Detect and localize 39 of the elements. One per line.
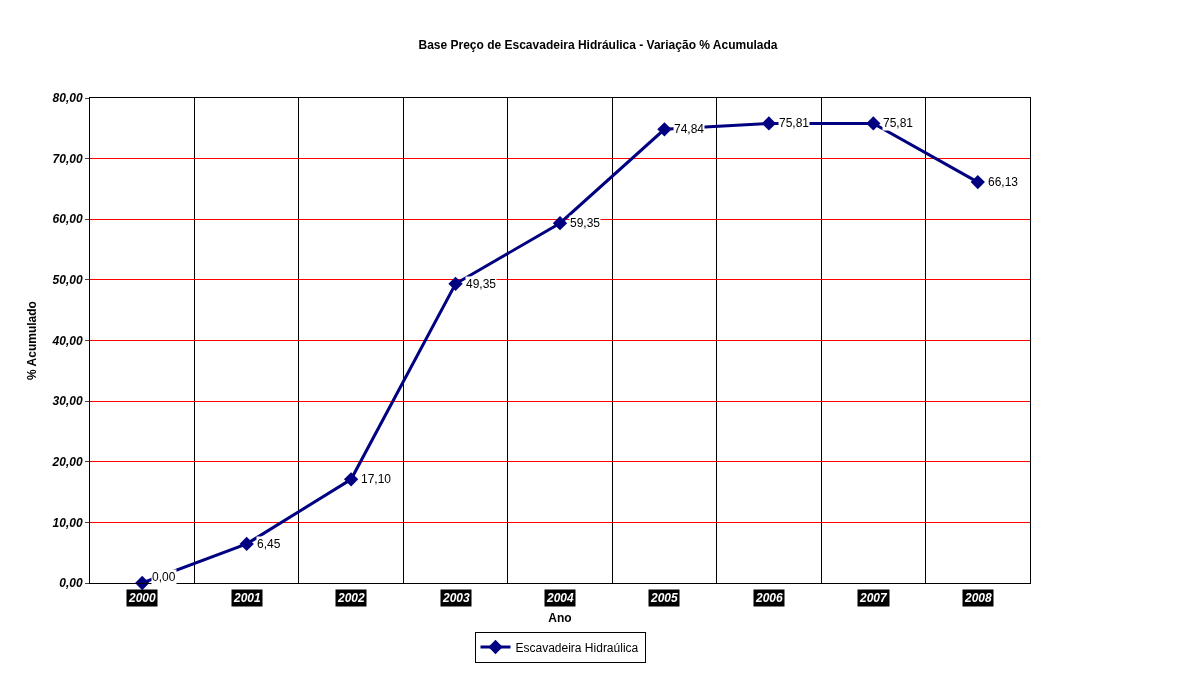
data-label: 74,84	[674, 122, 705, 136]
x-tick-label: 2001	[233, 591, 262, 605]
x-tick-label: 2008	[964, 591, 993, 605]
data-label: 66,13	[988, 175, 1019, 189]
y-tick-label: 10,00	[52, 515, 83, 530]
y-tick-label: 20,00	[51, 454, 83, 469]
y-tick-label: 60,00	[52, 212, 83, 227]
x-tick-label: 2005	[650, 591, 679, 605]
x-tick-label: 2003	[442, 591, 471, 605]
data-label: 6,45	[257, 537, 281, 551]
y-axis-title: % Acumulado	[24, 301, 39, 380]
data-label: 75,81	[779, 116, 810, 130]
x-tick-label: 2006	[755, 591, 784, 605]
point	[657, 122, 672, 137]
x-axis-title: Ano	[548, 610, 572, 625]
x-tick-label: 2007	[859, 591, 889, 605]
point	[761, 116, 777, 131]
point	[239, 536, 254, 552]
x-tick-label: 2000	[128, 591, 157, 605]
data-label: 17,10	[361, 472, 392, 486]
point	[970, 174, 985, 190]
point	[552, 216, 568, 231]
data-label: 0,00	[152, 570, 176, 584]
x-tick-label: 2004	[546, 591, 575, 605]
data-label: 49,35	[466, 277, 497, 291]
data-label: 75,81	[883, 116, 914, 130]
y-tick-label: 0,00	[59, 576, 83, 591]
y-tick-label: 50,00	[52, 273, 83, 288]
x-tick-label: 2002	[337, 591, 366, 605]
y-tick-label: 80,00	[52, 91, 83, 106]
point	[343, 472, 359, 487]
y-tick-label: 40,00	[51, 333, 83, 348]
point	[448, 276, 463, 291]
y-tick-label: 70,00	[52, 151, 83, 166]
data-label: 59,35	[570, 216, 601, 230]
y-tick-label: 30,00	[52, 394, 83, 409]
point	[866, 116, 881, 131]
legend-label: Escavadeira Hidraúlica	[515, 640, 639, 655]
chart-title: Base Preço de Escavadeira Hidráulica - Variação % Acumulada	[418, 37, 778, 52]
